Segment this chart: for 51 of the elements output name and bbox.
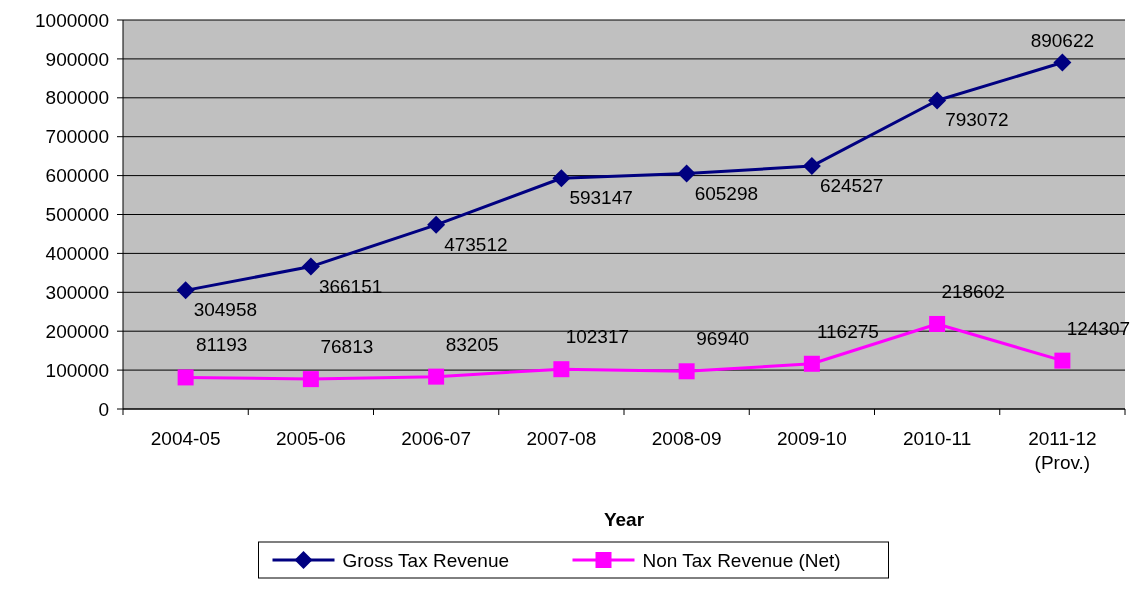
data-label: 605298 [694,182,759,204]
point [177,369,194,386]
x-tick-label: 2004-05 [150,428,221,449]
data-label: 890622 [1030,29,1095,51]
y-tick-label: 700000 [45,126,109,148]
legend-label: Gross Tax Revenue [342,549,510,571]
point [803,355,820,372]
x-axis-title: Year [603,509,645,530]
x-tick-label: 2008-09 [651,428,722,449]
x-tick-label: 2011-12 (Prov.) [1028,428,1097,473]
legend-label: Non Tax Revenue (Net) [642,549,841,571]
point [1054,352,1071,369]
point [928,91,947,110]
data-label: 81193 [195,334,248,356]
x-tick-label: 2007-08 [526,428,597,449]
y-tick-label: 200000 [45,320,109,342]
data-label: 593147 [569,187,633,209]
y-tick-label: 300000 [45,281,109,303]
y-tick-label: 800000 [45,87,109,109]
x-tick-label: 2005-06 [276,428,346,449]
y-tick-label: 1000000 [35,9,109,31]
x-tick-label: 2010-11 [902,428,972,449]
data-label: 96940 [696,328,750,350]
point [802,157,821,176]
point [677,164,696,183]
point [427,215,446,234]
point [929,315,946,332]
data-label: 76813 [320,336,374,358]
data-label: 793072 [945,109,1009,131]
data-label: 366151 [318,275,383,297]
y-tick-label: 900000 [45,48,109,70]
y-tick-label: 500000 [45,204,109,226]
point [301,257,320,276]
point [302,371,319,388]
y-tick-label: 100000 [45,359,109,381]
point [1053,53,1072,72]
y-tick-label: 0 [98,398,109,420]
data-label: 473512 [444,233,508,255]
y-tick-label: 600000 [45,165,109,187]
data-label: 83205 [445,333,499,355]
point [176,281,195,300]
point [552,169,571,188]
data-label: 102317 [565,326,630,348]
x-tick-label: 2009-10 [777,428,847,449]
point [553,361,570,378]
point [428,368,445,385]
y-tick-label: 400000 [45,243,109,265]
x-tick-label: 2006-07 [401,428,471,449]
point [678,363,695,380]
data-label: 624527 [819,175,884,197]
data-label: 304958 [193,299,258,321]
